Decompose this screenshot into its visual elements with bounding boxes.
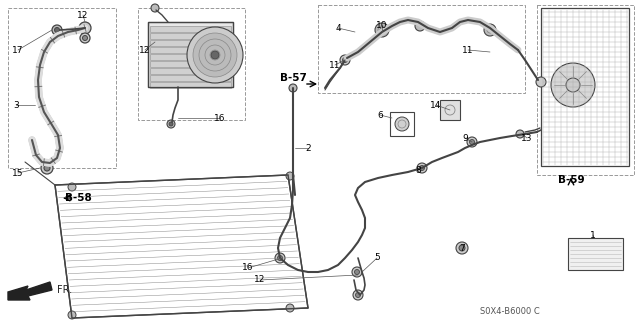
- Circle shape: [355, 292, 360, 298]
- Circle shape: [551, 63, 595, 107]
- Bar: [537, 5, 634, 175]
- Circle shape: [44, 165, 50, 171]
- Circle shape: [83, 36, 88, 41]
- Text: 16: 16: [243, 263, 253, 273]
- Circle shape: [79, 22, 91, 34]
- Text: 5: 5: [374, 253, 380, 262]
- Bar: [150, 54, 231, 60]
- Text: 4: 4: [335, 23, 341, 33]
- Text: 6: 6: [377, 110, 383, 119]
- Circle shape: [342, 58, 348, 62]
- Circle shape: [516, 130, 524, 138]
- Circle shape: [205, 45, 225, 65]
- Circle shape: [193, 33, 237, 77]
- Bar: [440, 100, 460, 120]
- Circle shape: [415, 21, 425, 31]
- Circle shape: [395, 117, 409, 131]
- Polygon shape: [8, 282, 52, 300]
- Bar: [150, 82, 231, 88]
- Text: 3: 3: [13, 100, 19, 109]
- Circle shape: [52, 25, 62, 35]
- Circle shape: [68, 183, 76, 191]
- Circle shape: [80, 33, 90, 43]
- Text: 2: 2: [305, 143, 311, 153]
- Text: 16: 16: [214, 114, 226, 123]
- Text: 7: 7: [459, 244, 465, 252]
- Text: S0X4-B6000 C: S0X4-B6000 C: [480, 308, 540, 316]
- Bar: [150, 33, 231, 39]
- Bar: [150, 47, 231, 53]
- Bar: [150, 75, 231, 81]
- Circle shape: [566, 78, 580, 92]
- Circle shape: [375, 23, 389, 37]
- Text: 11: 11: [462, 45, 474, 54]
- Circle shape: [419, 165, 424, 171]
- Circle shape: [340, 55, 350, 65]
- Text: 12: 12: [77, 11, 89, 20]
- Circle shape: [536, 77, 546, 87]
- Bar: [150, 40, 231, 46]
- Circle shape: [169, 122, 173, 126]
- Bar: [148, 22, 233, 87]
- Polygon shape: [55, 175, 308, 318]
- Circle shape: [187, 27, 243, 83]
- Circle shape: [355, 269, 360, 275]
- Text: 12: 12: [140, 45, 150, 54]
- Circle shape: [167, 120, 175, 128]
- Circle shape: [353, 290, 363, 300]
- Circle shape: [278, 255, 282, 260]
- Text: 11: 11: [329, 60, 340, 69]
- Text: B-58: B-58: [65, 193, 92, 203]
- Circle shape: [459, 245, 465, 251]
- Bar: [150, 26, 231, 32]
- Bar: [568, 238, 623, 270]
- Circle shape: [68, 311, 76, 319]
- Circle shape: [151, 4, 159, 12]
- Circle shape: [211, 51, 219, 59]
- Text: 13: 13: [521, 133, 532, 142]
- Circle shape: [82, 25, 88, 31]
- Text: 12: 12: [254, 276, 266, 284]
- Text: B-57: B-57: [280, 73, 307, 83]
- Text: 9: 9: [462, 133, 468, 142]
- Text: 10: 10: [376, 20, 388, 29]
- Bar: [150, 61, 231, 67]
- Circle shape: [289, 84, 297, 92]
- Bar: [541, 8, 629, 166]
- Text: 1: 1: [590, 230, 596, 239]
- Circle shape: [467, 137, 477, 147]
- Circle shape: [41, 162, 53, 174]
- Circle shape: [470, 140, 474, 145]
- Circle shape: [275, 253, 285, 263]
- Circle shape: [210, 50, 220, 60]
- Circle shape: [484, 24, 496, 36]
- Text: 8: 8: [415, 165, 421, 174]
- Text: FR.: FR.: [57, 285, 72, 295]
- Bar: [138, 8, 245, 120]
- Text: B-59: B-59: [557, 175, 584, 185]
- Circle shape: [199, 39, 231, 71]
- Text: 14: 14: [430, 100, 442, 109]
- Bar: [390, 112, 414, 136]
- Circle shape: [286, 304, 294, 312]
- Circle shape: [352, 267, 362, 277]
- Bar: [318, 5, 525, 93]
- Text: 17: 17: [12, 45, 24, 54]
- Circle shape: [380, 28, 384, 32]
- Circle shape: [286, 172, 294, 180]
- Bar: [150, 68, 231, 74]
- Circle shape: [456, 242, 468, 254]
- Circle shape: [417, 163, 427, 173]
- Text: 15: 15: [12, 169, 24, 178]
- Bar: [8, 8, 116, 168]
- Bar: [148, 22, 233, 87]
- Circle shape: [54, 28, 60, 33]
